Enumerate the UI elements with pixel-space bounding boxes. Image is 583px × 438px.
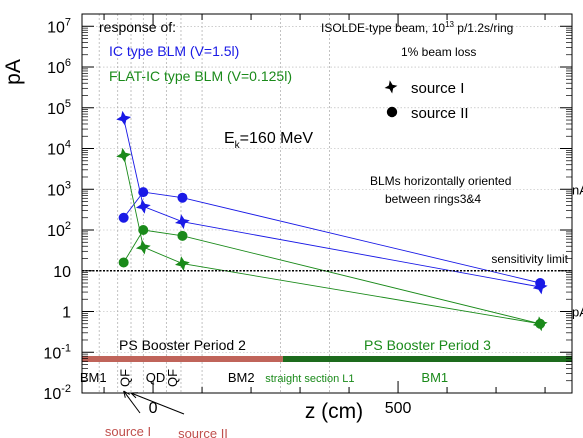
y-tick-base: 10 <box>43 345 61 362</box>
data-point-star <box>135 198 151 214</box>
y-tick-base: 10 <box>43 386 61 403</box>
y-tick-exp: 4 <box>65 139 71 151</box>
y-tick-base: 10 <box>53 264 71 281</box>
y-tick-base: 10 <box>47 182 65 199</box>
energy-sub: k <box>235 140 241 151</box>
period-bars: PS Booster Period 2 PS Booster Period 3 <box>82 337 572 362</box>
source-arrow <box>123 390 141 414</box>
series-line <box>123 191 541 284</box>
source-arrowhead <box>123 390 130 398</box>
y-tick-label: 10 <box>53 264 71 281</box>
flat-ic-type-label: FLAT-IC type BLM (V=0.125l) <box>109 68 292 84</box>
period-bar <box>282 356 572 362</box>
annotations: response of: IC type BLM (V=1.5l) FLAT-I… <box>99 19 513 206</box>
data-point-circle <box>118 257 129 268</box>
y-tick-label: 104 <box>47 139 71 159</box>
y-tick-exp: 2 <box>65 220 71 232</box>
legend-star-marker <box>384 80 398 94</box>
energy-pre: E <box>224 130 235 147</box>
x-tick-label: 0 <box>149 400 158 417</box>
lattice-element-label: QF <box>165 369 180 387</box>
lattice-element-label: QD <box>146 370 166 385</box>
series-line <box>123 118 541 288</box>
legend-source2-label: source II <box>411 105 469 122</box>
beam-text-exp: 13 <box>445 20 454 29</box>
period-label: PS Booster Period 2 <box>119 337 246 353</box>
y-tick-label: 103 <box>47 179 71 199</box>
x-axis-title: z (cm) <box>305 400 363 423</box>
y-tick-base: 10 <box>47 60 65 77</box>
period-bar <box>82 356 283 362</box>
y-axis-title: pA <box>2 59 25 85</box>
lattice-element-label: BM2 <box>228 370 255 385</box>
y-tick-label: 1 <box>62 305 71 322</box>
y-tick-label: 107 <box>47 16 71 36</box>
data-point-circle <box>118 212 129 223</box>
y-tick-label: 10-2 <box>43 383 71 403</box>
source-label: source I <box>105 424 151 438</box>
energy-post: =160 MeV <box>240 130 314 147</box>
data-point-circle <box>535 318 546 329</box>
lattice-element-label: QF <box>118 369 133 387</box>
y-tick-exp: 6 <box>65 57 71 69</box>
legend-source1-label: source I <box>411 80 464 97</box>
lattice-element-label: BM1 <box>421 370 448 385</box>
y-tick-base: 10 <box>47 101 65 118</box>
data-point-star <box>116 110 132 126</box>
y-tick-exp: 7 <box>65 16 71 28</box>
lattice-elements: BM1 QF QD QF BM2 straight section L1 BM1 <box>80 369 448 387</box>
right-unit-label: pA <box>572 305 583 320</box>
y-tick-label: 106 <box>47 57 71 77</box>
y-tick-label: 102 <box>47 220 71 240</box>
data-point-star <box>116 147 132 163</box>
y-tick-exp: -2 <box>61 383 71 395</box>
y-tick-base: 10 <box>47 142 65 159</box>
source-arrowhead <box>130 392 139 399</box>
series-line <box>123 229 541 325</box>
energy-label: Ek=160 MeV <box>224 130 313 151</box>
data-point-circle <box>177 230 188 241</box>
data-point-circle <box>535 278 546 289</box>
y-tick-exp: 5 <box>65 98 71 110</box>
y-tick-base: 10 <box>47 19 65 36</box>
data-point-circle <box>177 192 188 203</box>
sensitivity-limit-label: sensitivity limit <box>491 252 568 266</box>
data-point-star <box>135 239 151 255</box>
series-line <box>123 155 541 325</box>
beam-text-pre: ISOLDE-type beam, 10 <box>321 21 445 35</box>
data-point-star <box>174 214 190 230</box>
data-point-circle <box>138 187 149 198</box>
lattice-element-label: BM1 <box>80 370 107 385</box>
legend-circle-marker <box>386 106 398 118</box>
y-tick-base: 10 <box>47 223 65 240</box>
y-tick-exp: 3 <box>65 179 71 191</box>
series-lines <box>123 118 541 325</box>
response-of-label: response of: <box>99 19 176 35</box>
lattice-element-label: straight section L1 <box>265 373 354 385</box>
beam-text-post: p/1.2s/ring <box>454 21 513 35</box>
y-tick-base: 1 <box>62 305 71 322</box>
y-tick-label: 105 <box>47 98 71 118</box>
axes: sensitivity limit <box>81 13 573 415</box>
ic-type-label: IC type BLM (V=1.5l) <box>109 43 239 59</box>
x-tick-label: 500 <box>385 400 412 417</box>
right-unit-label: nA <box>572 182 583 197</box>
y-tick-exp: -1 <box>61 342 71 354</box>
beam-condition-text: ISOLDE-type beam, 1013 p/1.2s/ring <box>321 20 513 35</box>
orientation-line2: between rings3&4 <box>385 192 481 206</box>
period-label: PS Booster Period 3 <box>364 337 491 353</box>
source-arrow <box>130 392 185 415</box>
source-label: source II <box>178 426 228 438</box>
data-point-star <box>174 256 190 272</box>
data-point-circle <box>138 225 149 236</box>
plot-frame <box>81 13 573 394</box>
beam-loss-text: 1% beam loss <box>401 45 476 59</box>
orientation-line1: BLMs horizontally oriented <box>370 174 511 188</box>
y-tick-label: 10-1 <box>43 342 71 362</box>
series-markers <box>116 110 548 332</box>
